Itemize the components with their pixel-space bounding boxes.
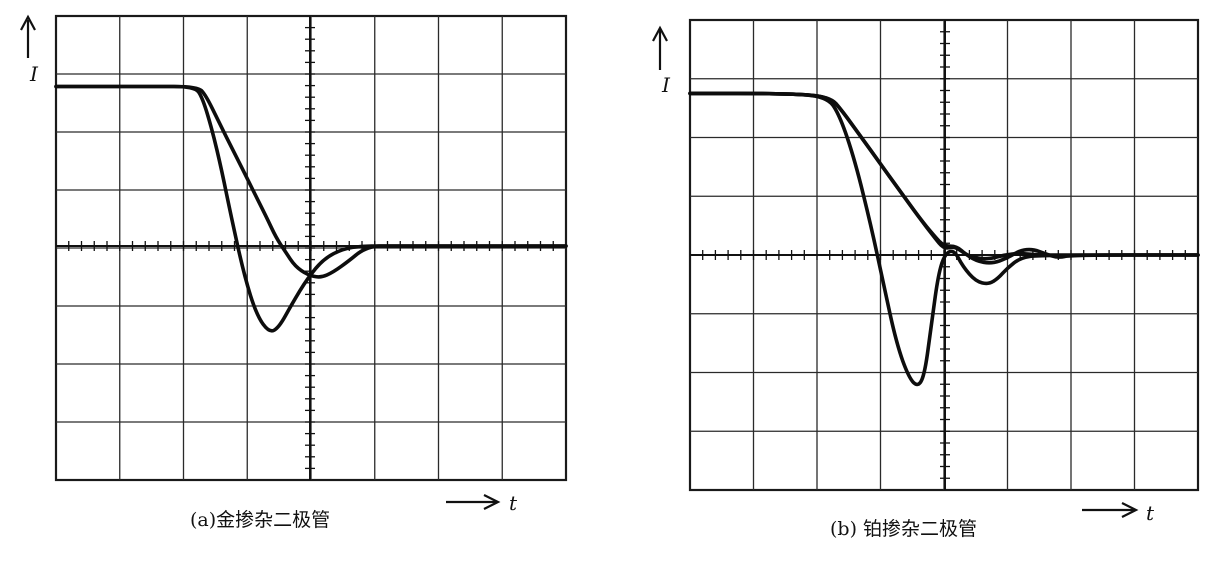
panel-b-x-axis-arrow — [1082, 502, 1139, 518]
panel-b-y-axis-arrow — [652, 25, 668, 70]
trace-series-2 — [688, 91, 1200, 261]
panel-a-caption: (a)金掺杂二极管 — [190, 509, 330, 531]
panel-b-oscillogram: I t (b) 铂掺杂二极管 — [652, 18, 1200, 540]
trace-series-3 — [688, 91, 1200, 387]
panel-a-y-axis-arrow — [20, 14, 36, 58]
trace-series-1 — [54, 84, 568, 279]
panel-a-oscillogram: I t (a)金掺杂二极管 — [20, 14, 568, 531]
panel-a-x-axis-arrow — [446, 494, 501, 510]
panel-a-y-axis-label: I — [29, 62, 39, 86]
panel-a-x-axis-label: t — [509, 491, 518, 515]
panel-b-y-axis-label: I — [661, 73, 671, 97]
panel-a-traces — [54, 84, 568, 333]
panel-b-traces — [688, 91, 1200, 387]
trace-series-2 — [54, 84, 568, 333]
panel-b-caption: (b) 铂掺杂二极管 — [830, 518, 977, 540]
panel-b-x-axis-label: t — [1146, 501, 1155, 525]
